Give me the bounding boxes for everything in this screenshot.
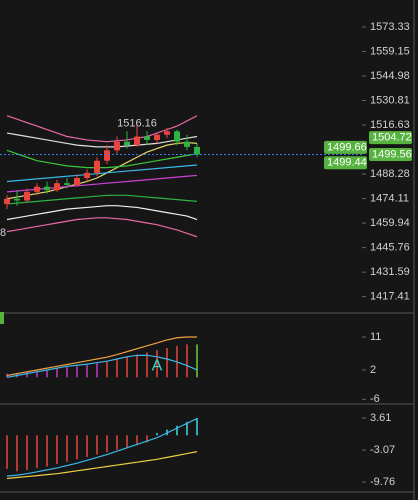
candle-body bbox=[104, 150, 110, 161]
candle-body bbox=[74, 178, 80, 185]
y-tick-label: 1417.41 bbox=[370, 291, 410, 303]
histogram-bar bbox=[56, 435, 58, 465]
y-tick-label: 1544.98 bbox=[370, 70, 410, 82]
y-tick-label: 1573.33 bbox=[370, 21, 410, 33]
candle-body bbox=[184, 141, 190, 147]
histogram-bar bbox=[86, 364, 88, 378]
signal-marker: A bbox=[152, 358, 163, 375]
histogram-bar bbox=[156, 432, 158, 436]
histogram-bar bbox=[36, 370, 38, 378]
histogram-bar bbox=[106, 435, 108, 453]
indicator-line bbox=[6, 141, 198, 200]
histogram-bar bbox=[36, 435, 38, 468]
candle-body bbox=[14, 198, 20, 201]
price-tag-label: 1499.44 bbox=[327, 157, 367, 169]
histogram-bar bbox=[46, 435, 48, 467]
price-tag bbox=[369, 148, 412, 162]
indicator-line bbox=[6, 132, 198, 148]
histogram-bar bbox=[76, 435, 78, 460]
histogram-bar bbox=[166, 348, 168, 378]
indicator-line bbox=[6, 336, 197, 377]
price-tag-label: 1499.56 bbox=[372, 148, 412, 160]
candle-body bbox=[194, 146, 200, 155]
y-tick-label: 1530.81 bbox=[370, 94, 410, 106]
histogram-bar bbox=[116, 359, 118, 378]
histogram-bar bbox=[66, 367, 68, 378]
cut-annotation: 8 bbox=[0, 227, 6, 239]
candle-body bbox=[54, 183, 60, 191]
histogram-bar bbox=[186, 344, 188, 378]
histogram-bar bbox=[156, 350, 158, 378]
histogram-bar bbox=[196, 418, 198, 436]
indicator-line bbox=[6, 115, 198, 143]
y-tick-label: 1474.11 bbox=[370, 192, 409, 204]
high-label: 1516.16 bbox=[117, 118, 157, 130]
price-tag bbox=[324, 140, 367, 154]
histogram-bar bbox=[146, 435, 148, 443]
candle-body bbox=[144, 136, 150, 140]
y-tick-label: 1488.28 bbox=[370, 168, 410, 180]
y-tick-label: -6 bbox=[370, 393, 380, 405]
y-tick-label: 1445.76 bbox=[370, 242, 410, 254]
candle-body bbox=[44, 186, 50, 191]
price-tag bbox=[369, 131, 412, 145]
histogram-bar bbox=[106, 361, 108, 378]
histogram-bar bbox=[96, 363, 98, 378]
y-tick-label: 2 bbox=[370, 364, 376, 376]
candle-body bbox=[24, 191, 30, 201]
histogram-bar bbox=[196, 344, 198, 378]
histogram-bar bbox=[136, 435, 138, 445]
price-tag-label: 1504.72 bbox=[372, 132, 412, 144]
indicator-line bbox=[6, 418, 198, 477]
candle-body bbox=[64, 183, 70, 185]
y-tick-label: 1559.15 bbox=[370, 45, 410, 57]
indicator-line bbox=[6, 354, 198, 378]
histogram-bar bbox=[126, 435, 128, 448]
y-tick-label: 3.61 bbox=[370, 412, 391, 424]
cut-tag bbox=[0, 312, 4, 324]
y-tick-label: 1431.59 bbox=[370, 266, 410, 278]
histogram-bar bbox=[146, 352, 148, 378]
candle-body bbox=[114, 141, 120, 151]
candle-body bbox=[174, 131, 180, 142]
histogram-bar bbox=[86, 435, 88, 457]
price-tag bbox=[324, 156, 367, 170]
indicator-line bbox=[6, 217, 198, 238]
histogram-bar bbox=[26, 435, 28, 470]
histogram-bar bbox=[46, 369, 48, 378]
histogram-bar bbox=[26, 371, 28, 378]
candle-body bbox=[4, 198, 10, 204]
y-tick-label: -9.76 bbox=[370, 476, 395, 488]
indicator-line bbox=[6, 164, 198, 183]
candle-body bbox=[124, 141, 130, 146]
histogram-bar bbox=[56, 368, 58, 378]
candle-body bbox=[94, 160, 100, 173]
histogram-bar bbox=[126, 356, 128, 378]
candle-body bbox=[84, 172, 90, 179]
histogram-bar bbox=[136, 354, 138, 378]
candle-body bbox=[134, 136, 140, 146]
price-tag-label: 1499.66 bbox=[327, 141, 367, 153]
indicator-line bbox=[6, 451, 198, 480]
candle-body bbox=[34, 186, 40, 192]
indicator-line bbox=[6, 149, 198, 169]
y-tick-label: 1516.63 bbox=[370, 119, 410, 131]
indicator-line bbox=[6, 205, 198, 221]
histogram-bar bbox=[76, 366, 78, 378]
candle-body bbox=[154, 134, 160, 140]
histogram-bar bbox=[176, 425, 178, 436]
histogram-bar bbox=[96, 435, 98, 455]
histogram-bar bbox=[66, 435, 68, 462]
y-tick-label: -3.07 bbox=[370, 444, 395, 456]
candle-body bbox=[164, 131, 170, 135]
histogram-bar bbox=[186, 421, 188, 436]
indicator-line bbox=[6, 194, 198, 205]
histogram-bar bbox=[6, 435, 8, 469]
histogram-bar bbox=[16, 435, 18, 472]
histogram-bar bbox=[116, 435, 118, 450]
y-tick-label: 11 bbox=[370, 331, 381, 343]
y-tick-label: 1459.94 bbox=[370, 217, 410, 229]
